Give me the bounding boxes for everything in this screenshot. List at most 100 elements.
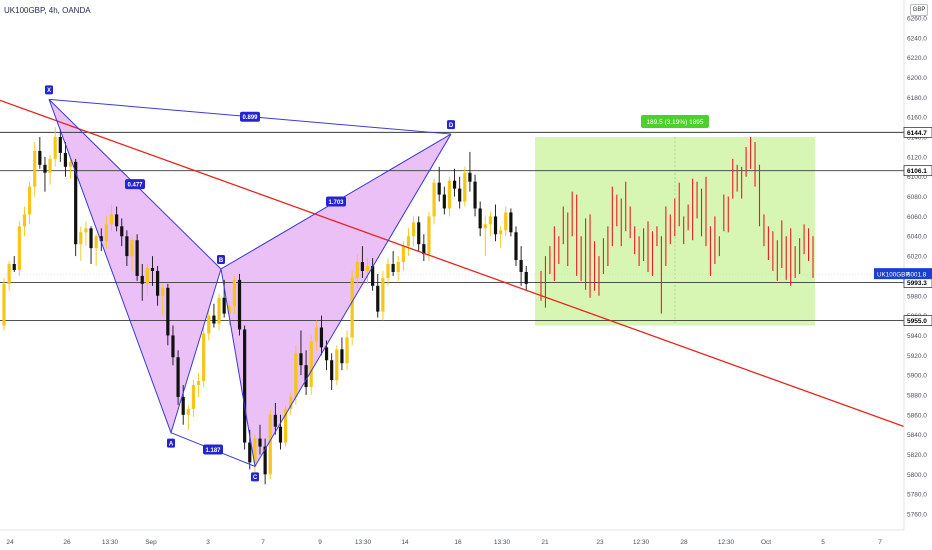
pattern-point-label: B bbox=[219, 258, 224, 264]
candle bbox=[519, 246, 523, 286]
candle bbox=[381, 270, 385, 321]
candle bbox=[355, 254, 359, 288]
candle bbox=[299, 330, 303, 376]
candle-body bbox=[99, 236, 103, 242]
candle bbox=[314, 320, 318, 351]
candle bbox=[43, 156, 47, 192]
candle-body bbox=[314, 327, 318, 342]
candle bbox=[125, 230, 129, 266]
price-level-label: 6106.1 bbox=[907, 168, 927, 175]
candle bbox=[294, 345, 298, 405]
candle-body bbox=[391, 264, 395, 272]
candle-body bbox=[48, 158, 52, 173]
candle bbox=[58, 129, 62, 162]
candle-body bbox=[217, 297, 221, 324]
y-tick-label: 6040.0 bbox=[907, 234, 927, 241]
candle-body bbox=[324, 347, 329, 361]
candle-body bbox=[33, 150, 37, 187]
candle bbox=[417, 216, 421, 252]
pattern-point-label: C bbox=[253, 475, 258, 481]
pattern-point-box bbox=[447, 120, 455, 130]
candle-body bbox=[135, 240, 139, 276]
candle-body bbox=[473, 181, 477, 209]
candle-body bbox=[442, 194, 446, 209]
trendline[interactable] bbox=[0, 99, 932, 436]
candle-body bbox=[478, 208, 482, 229]
y-tick-label: 6160.0 bbox=[907, 115, 927, 122]
candle-body bbox=[304, 365, 308, 388]
candle bbox=[22, 206, 27, 237]
candle-body bbox=[319, 327, 324, 348]
candle bbox=[360, 246, 364, 278]
candle-body bbox=[278, 426, 283, 443]
x-tick-label: 26 bbox=[63, 539, 71, 546]
y-tick-label: 5900.0 bbox=[907, 373, 927, 380]
y-tick-label: 6260.0 bbox=[907, 16, 927, 23]
candle-body bbox=[196, 381, 201, 386]
candle bbox=[140, 264, 144, 301]
candle bbox=[79, 226, 83, 262]
price-level-box bbox=[903, 127, 932, 138]
y-tick-label: 5940.0 bbox=[907, 333, 927, 340]
candle-body bbox=[355, 262, 359, 278]
x-tick-label: 7 bbox=[261, 539, 265, 546]
x-tick-label: 21 bbox=[541, 539, 549, 546]
y-tick-label: 5980.0 bbox=[907, 293, 927, 300]
candle bbox=[89, 226, 93, 265]
candle-body bbox=[447, 180, 452, 209]
candle bbox=[524, 266, 528, 291]
x-tick-label: Oct bbox=[761, 539, 771, 546]
pattern-triangle-bcd bbox=[221, 134, 451, 467]
candle bbox=[437, 166, 441, 202]
candle-body bbox=[79, 232, 83, 245]
candle bbox=[345, 330, 349, 371]
candle bbox=[376, 273, 380, 318]
candle bbox=[304, 350, 308, 395]
candle-body bbox=[412, 222, 416, 237]
candle-body bbox=[181, 396, 185, 415]
candle bbox=[130, 236, 134, 271]
candle-body bbox=[371, 266, 375, 286]
candle-body bbox=[268, 414, 272, 475]
y-tick-label: 5860.0 bbox=[907, 412, 927, 419]
candle-body bbox=[22, 214, 27, 227]
price-levels bbox=[0, 131, 904, 322]
projection-label: 189.5 (3.19%) 1895 bbox=[641, 115, 709, 129]
pattern-triangle-xab bbox=[49, 99, 221, 433]
x-axis: 24 26 13:30 Sep 3 7 9 13:30 14 16 13:30 21 23 12:30 28… bbox=[6, 539, 882, 546]
harmonic-pattern-labels: X A B C D 0.899 0.477 1.703 1.187 bbox=[45, 85, 455, 482]
candle-body bbox=[519, 260, 523, 272]
candle bbox=[412, 216, 416, 247]
candle bbox=[422, 234, 426, 262]
chart-header: UK100GBP, 4h, OANDA bbox=[4, 6, 91, 15]
candle bbox=[186, 404, 190, 430]
currency-button[interactable]: GBP bbox=[910, 4, 928, 16]
x-tick-label: Sep bbox=[145, 539, 157, 546]
candle-body bbox=[232, 279, 236, 306]
candle-body bbox=[7, 264, 11, 284]
candle bbox=[104, 216, 108, 249]
candle bbox=[227, 300, 231, 326]
candle-body bbox=[350, 277, 354, 338]
candle-body bbox=[104, 224, 108, 242]
candle-body bbox=[74, 161, 78, 245]
candle-body bbox=[243, 329, 247, 443]
candle bbox=[350, 270, 354, 346]
current-price-symbol: UK100GBP bbox=[877, 272, 910, 279]
candle-body bbox=[2, 283, 6, 326]
candle bbox=[48, 154, 52, 185]
pattern-ratio-label: 1.187 bbox=[205, 448, 221, 454]
candle bbox=[84, 221, 88, 247]
candle-body bbox=[452, 180, 457, 189]
candle-body bbox=[202, 333, 206, 382]
pattern-point-label: X bbox=[47, 88, 51, 94]
projection-label-box bbox=[641, 115, 709, 129]
candle-body bbox=[130, 240, 134, 257]
y-tick-label: 6140.0 bbox=[907, 135, 927, 142]
candle bbox=[94, 234, 98, 266]
candle bbox=[74, 158, 78, 257]
candle-body bbox=[273, 414, 277, 427]
candles bbox=[2, 127, 528, 485]
